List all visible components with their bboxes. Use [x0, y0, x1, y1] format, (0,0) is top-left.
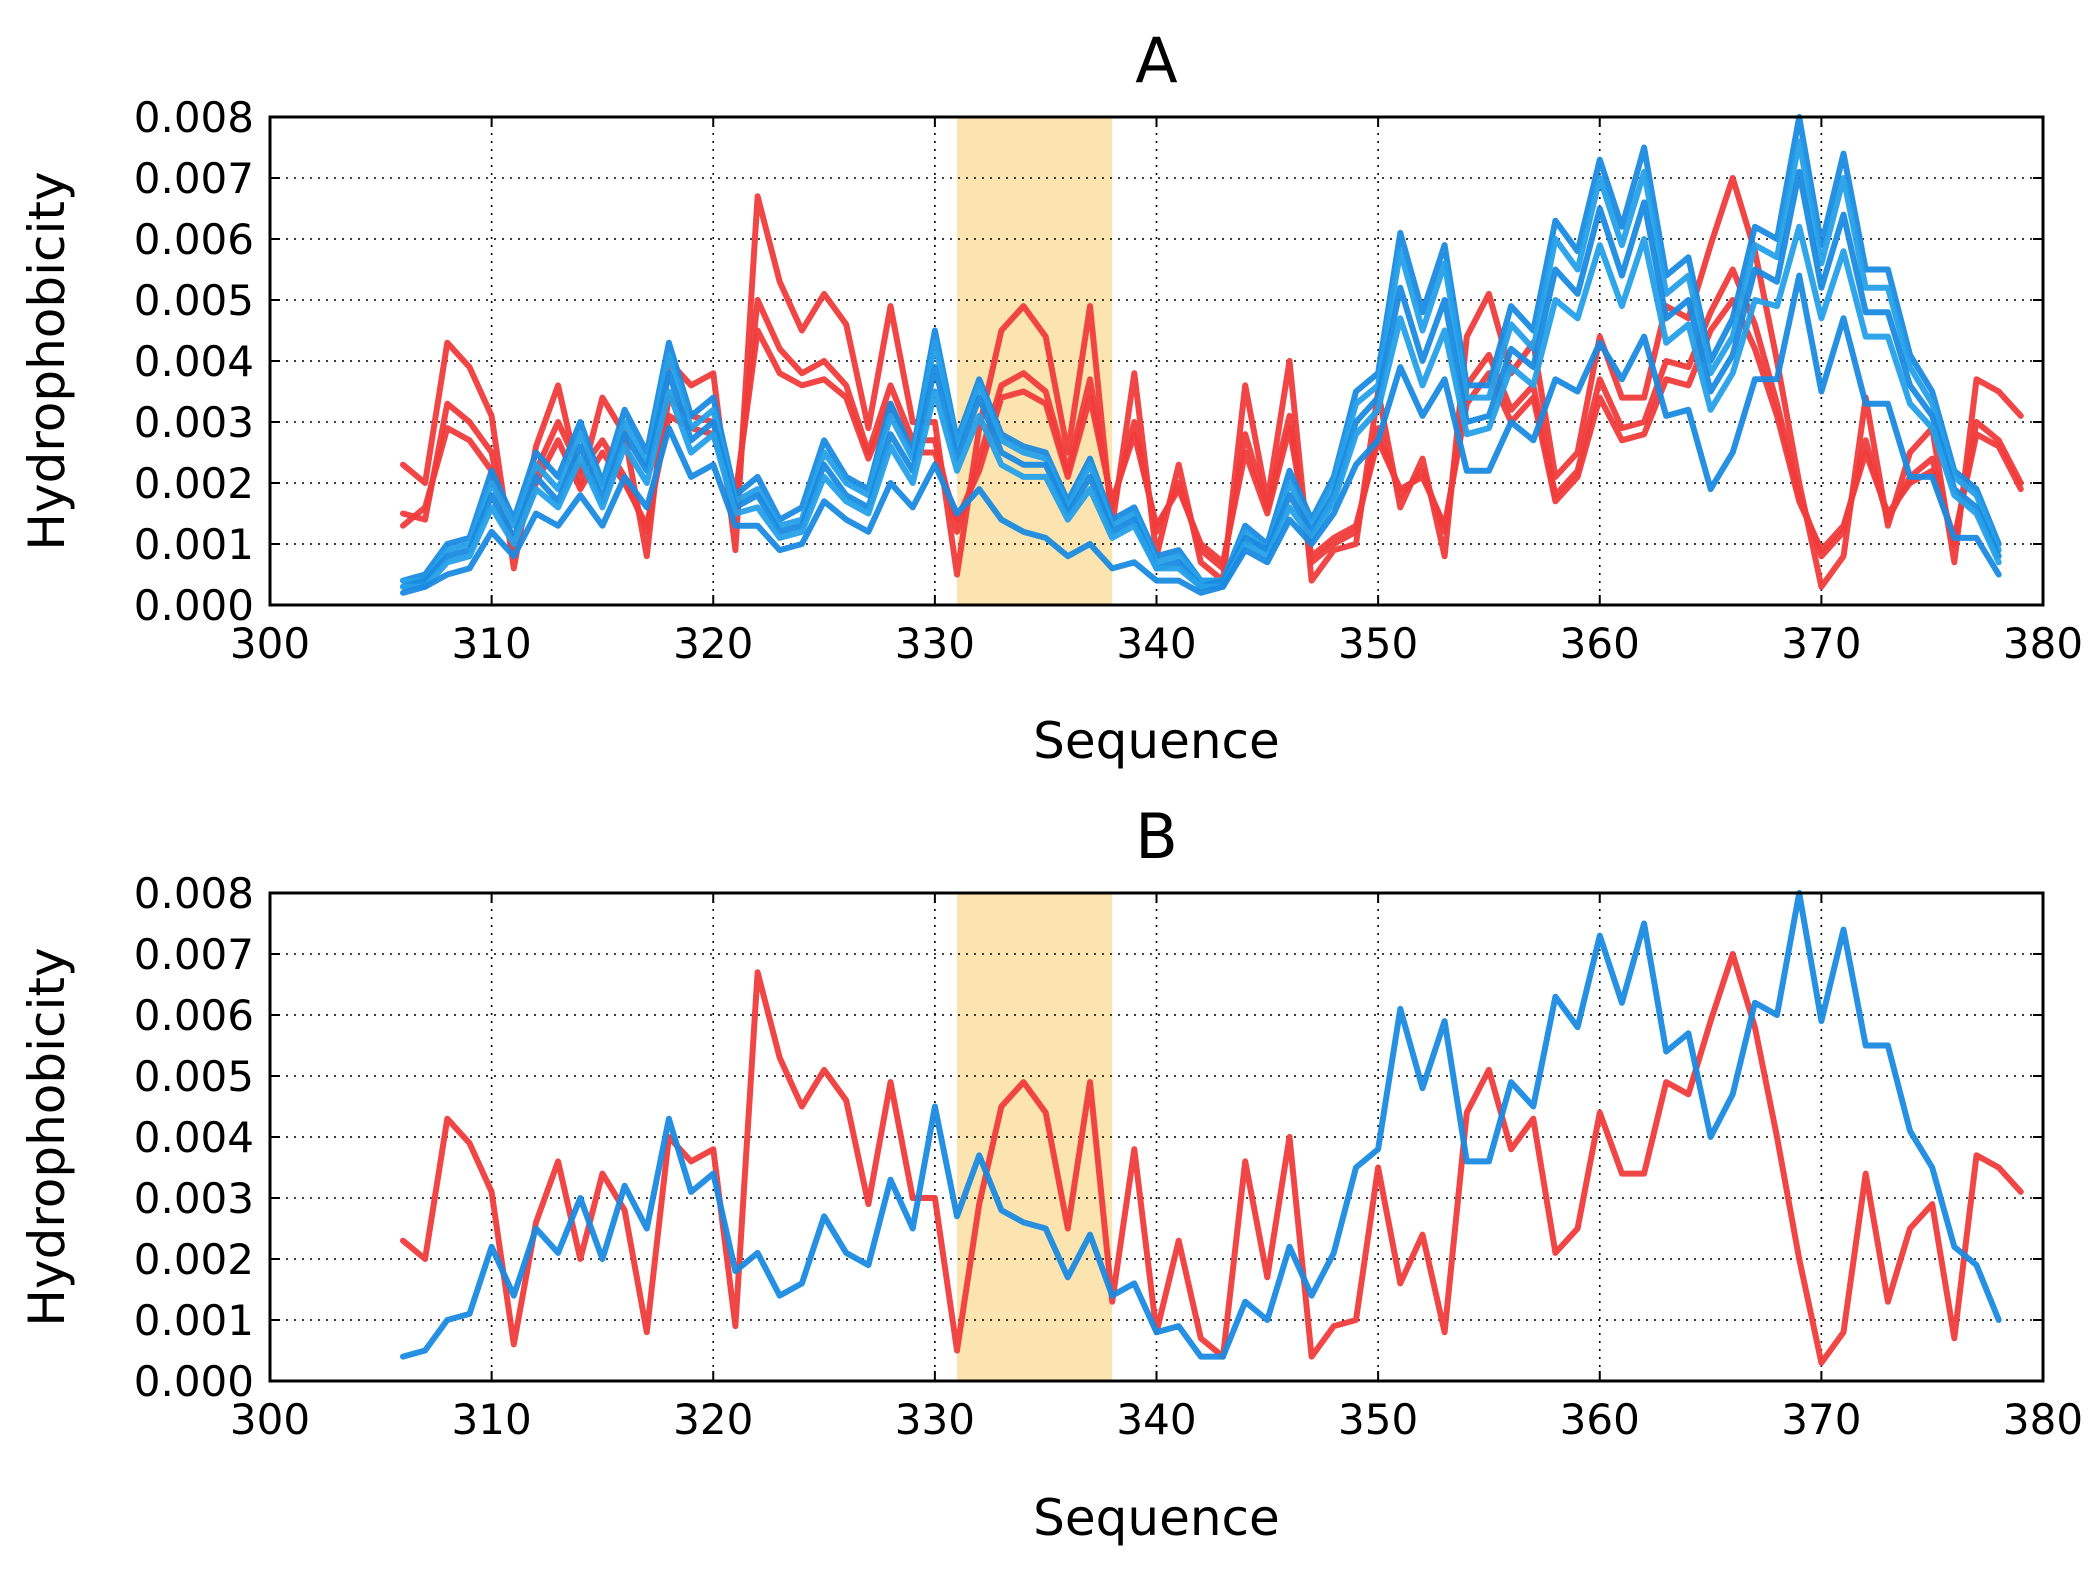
- y-tick-label: 0.005: [134, 276, 254, 325]
- x-tick-label: 360: [1560, 619, 1640, 668]
- y-tick-label: 0.007: [134, 930, 254, 979]
- y-tick-label: 0.006: [134, 991, 254, 1040]
- x-tick-label: 340: [1116, 619, 1196, 668]
- x-tick-label: 300: [230, 1395, 310, 1444]
- x-tick-label: 370: [1781, 619, 1861, 668]
- series-line-blue-4: [400, 223, 2002, 590]
- y-tick-label: 0.004: [134, 1113, 254, 1162]
- y-tick-label: 0.003: [134, 1174, 254, 1223]
- x-tick-label: 320: [673, 619, 753, 668]
- series-line-blue: [400, 890, 2002, 1360]
- x-tick-label: 380: [2003, 1395, 2083, 1444]
- series-line-blue-5: [400, 272, 2002, 596]
- x-tick-label: 370: [1781, 1395, 1861, 1444]
- panel-a: 300 310 320 330 340 350 360 370 380 0.000 0.001 0.0…: [18, 24, 2083, 770]
- y-tick-label: 0.005: [134, 1052, 254, 1101]
- panel-b: 300 310 320 330 340 350 360 370 380 0.000 0.001 0.0…: [18, 800, 2083, 1547]
- series-line-blue-2: [400, 138, 2002, 584]
- panel-title: A: [1135, 24, 1177, 97]
- x-axis-label: Sequence: [1033, 1489, 1280, 1547]
- x-tick-label: 350: [1338, 619, 1418, 668]
- y-tick-label: 0.004: [134, 337, 254, 386]
- x-tick-label: 360: [1560, 1395, 1640, 1444]
- x-axis-label: Sequence: [1033, 712, 1280, 770]
- panel-title: B: [1135, 800, 1178, 873]
- y-tick-label: 0.006: [134, 215, 254, 264]
- highlight-region: [957, 893, 1113, 1381]
- y-tick-label: 0.008: [134, 93, 254, 142]
- x-tick-label: 340: [1116, 1395, 1196, 1444]
- y-tick-label: 0.008: [134, 869, 254, 918]
- series-line-red-3: [400, 297, 2024, 566]
- x-tick-label: 350: [1338, 1395, 1418, 1444]
- y-tick-label: 0.003: [134, 398, 254, 447]
- y-tick-label: 0.002: [134, 1235, 254, 1284]
- y-tick-label: 0.000: [134, 581, 254, 630]
- x-tick-label: 330: [895, 619, 975, 668]
- x-tick-label: 380: [2003, 619, 2083, 668]
- x-tick-label: 310: [452, 1395, 532, 1444]
- x-tick-label: 300: [230, 619, 310, 668]
- y-axis-label: Hydrophobicity: [18, 171, 76, 550]
- x-tick-label: 320: [673, 1395, 753, 1444]
- y-axis-label: Hydrophobicity: [18, 947, 76, 1326]
- y-tick-label: 0.001: [134, 520, 254, 569]
- x-tick-label: 310: [452, 619, 532, 668]
- y-tick-label: 0.002: [134, 459, 254, 508]
- y-tick-label: 0.007: [134, 154, 254, 203]
- y-tick-label: 0.000: [134, 1357, 254, 1406]
- x-tick-label: 330: [895, 1395, 975, 1444]
- y-tick-label: 0.001: [134, 1296, 254, 1345]
